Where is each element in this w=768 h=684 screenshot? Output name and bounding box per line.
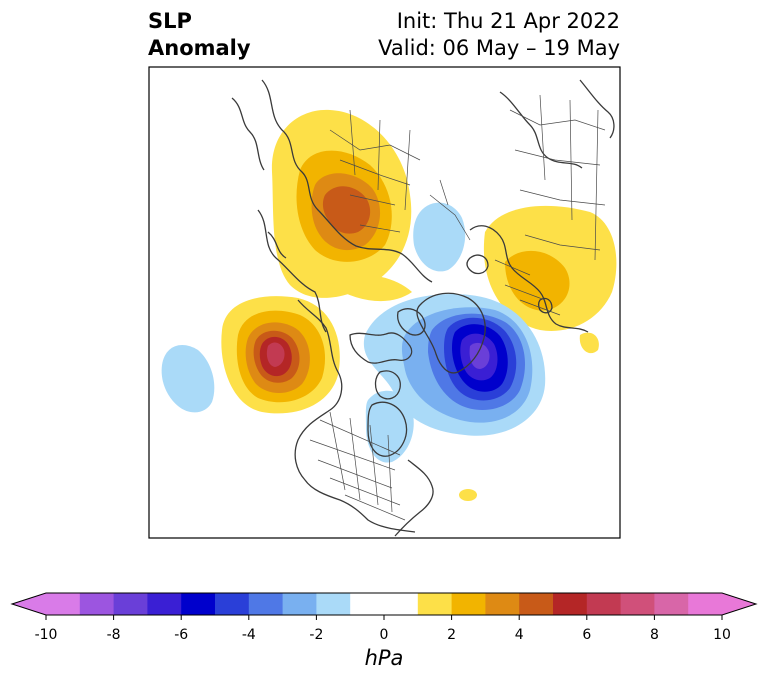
colorbar-segments xyxy=(46,593,723,615)
colorbar-segment xyxy=(181,593,216,615)
positive-anomaly-europe xyxy=(483,205,617,354)
colorbar-tick-label: 8 xyxy=(650,627,659,643)
colorbar-segment xyxy=(620,593,655,615)
colorbar-tick-label: 10 xyxy=(713,627,731,643)
colorbar-segment xyxy=(485,593,520,615)
negative-anomaly-greenland xyxy=(363,294,546,436)
negative-anomaly-barents xyxy=(413,202,466,272)
colorbar-segment xyxy=(417,593,453,615)
map-title: SLP Anomaly xyxy=(148,8,251,62)
positive-anomaly-pacific xyxy=(221,296,340,414)
colorbar-segment xyxy=(451,593,486,615)
colorbar-segment xyxy=(688,593,723,615)
colorbar-tick-label: 4 xyxy=(515,627,524,643)
colorbar: -10 -8 -6 -4 -2 0 2 4 6 8 10 xyxy=(10,592,758,643)
colorbar-segment xyxy=(654,593,689,615)
anomaly-map xyxy=(148,66,621,539)
colorbar-ticks: -10 -8 -6 -4 -2 0 2 4 6 8 10 xyxy=(35,615,731,643)
colorbar-segment xyxy=(147,593,182,615)
colorbar-tick-label: -8 xyxy=(107,627,121,643)
colorbar-segment xyxy=(586,593,622,615)
positive-anomaly-siberia xyxy=(271,109,412,302)
colorbar-segment xyxy=(113,593,148,615)
colorbar-unit: hPa xyxy=(364,646,404,670)
variable-name: SLP xyxy=(148,9,192,33)
colorbar-segment xyxy=(46,593,81,615)
colorbar-tick-label: -10 xyxy=(35,627,58,643)
country-borders xyxy=(309,94,606,521)
date-info: Init: Thu 21 Apr 2022 Valid: 06 May – 19… xyxy=(378,8,620,62)
anomaly-label: Anomaly xyxy=(148,36,251,60)
colorbar-over-arrow xyxy=(722,593,756,615)
colorbar-segment xyxy=(215,593,250,615)
colorbar-segment xyxy=(79,593,115,615)
valid-range: Valid: 06 May – 19 May xyxy=(378,36,620,60)
colorbar-tick-label: -4 xyxy=(242,627,256,643)
colorbar-under-arrow xyxy=(12,593,46,615)
colorbar-tick-label: 2 xyxy=(447,627,456,643)
colorbar-segment xyxy=(316,593,351,615)
colorbar-segment xyxy=(248,593,284,615)
coastlines xyxy=(231,79,615,537)
anomaly-fields xyxy=(161,79,617,537)
colorbar-segment xyxy=(553,593,588,615)
positive-anomaly-atlantic xyxy=(459,489,477,501)
map-frame xyxy=(148,66,621,539)
colorbar-segment xyxy=(350,593,419,615)
negative-anomaly-central-pacific xyxy=(161,345,215,413)
init-date: Init: Thu 21 Apr 2022 xyxy=(396,9,620,33)
colorbar-tick-label: -6 xyxy=(174,627,188,643)
colorbar-tick-label: -2 xyxy=(309,627,323,643)
colorbar-tick-label: 6 xyxy=(582,627,591,643)
colorbar-tick-label: 0 xyxy=(380,627,389,643)
colorbar-segment xyxy=(519,593,554,615)
colorbar-segment xyxy=(282,593,317,615)
